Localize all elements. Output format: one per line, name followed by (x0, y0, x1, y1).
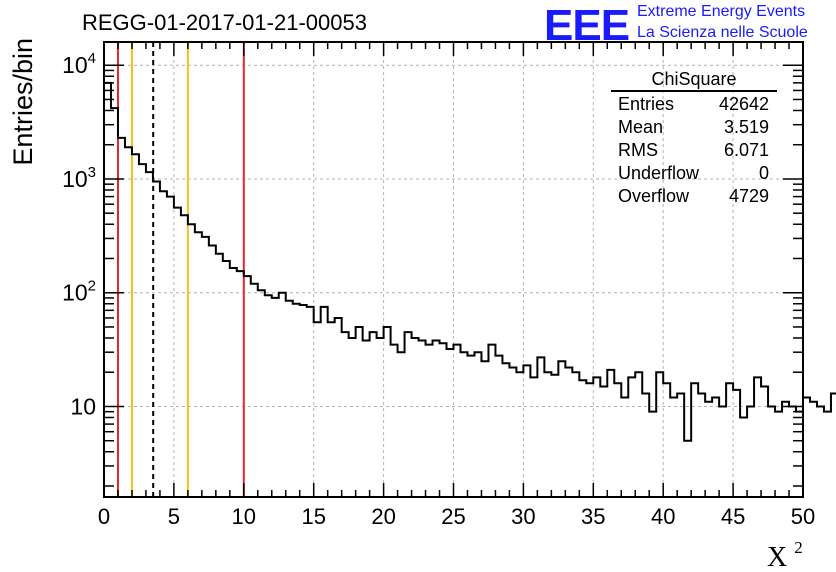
stats-value: 3.519 (724, 117, 769, 137)
x-axis-label-sup: 2 (794, 538, 803, 557)
stats-value: 42642 (719, 94, 769, 114)
stats-label: RMS (618, 140, 658, 160)
y-tick-label-exponent: 2 (88, 278, 96, 295)
x-tick-label: 35 (581, 504, 605, 529)
stats-label: Mean (618, 117, 663, 137)
x-tick-label: 50 (791, 504, 815, 529)
stats-value: 6.071 (724, 140, 769, 160)
logo-subtitle-line1: Extreme Energy Events (637, 3, 806, 20)
stats-rows: Entries 42642 Mean 3.519 RMS 6.071 Underflow 0 O… (618, 94, 769, 206)
stats-label: Overflow (618, 186, 690, 206)
y-tick-label-base: 10 (62, 52, 88, 78)
stats-box-title: ChiSquare (651, 69, 736, 89)
stats-value: 4729 (729, 186, 769, 206)
x-tick-label: 30 (511, 504, 535, 529)
y-tick-label-base: 10 (62, 166, 88, 192)
x-tick-label: 0 (98, 504, 110, 529)
y-tick-label-base: 10 (70, 393, 96, 419)
y-tick-label: 102 (62, 278, 96, 306)
x-tick-label: 40 (651, 504, 675, 529)
y-tick-label-base: 10 (62, 280, 88, 306)
x-axis-label: X 2 (767, 538, 803, 572)
y-tick-label-exponent: 4 (88, 50, 96, 67)
x-tick-label: 15 (301, 504, 325, 529)
x-tick-labels: 0 5 10 15 20 25 30 35 40 45 50 (98, 504, 815, 529)
x-tick-label: 25 (441, 504, 465, 529)
reference-lines (116, 42, 245, 497)
stats-label: Underflow (618, 163, 700, 183)
logo-subtitle-line2: La Scienza nelle Scuole (637, 24, 808, 41)
y-tick-label-exponent: 3 (88, 164, 96, 181)
x-tick-label: 5 (168, 504, 180, 529)
x-axis-label-main: X (767, 542, 787, 572)
grid (104, 42, 803, 497)
chart-title: REGG-01-2017-01-21-00053 (82, 10, 367, 35)
stats-box: ChiSquare Entries 42642 Mean 3.519 RMS 6.071 U… (611, 69, 777, 206)
stats-label: Entries (618, 94, 674, 114)
stats-value: 0 (759, 163, 769, 183)
y-axis-label: Entries/bin (8, 38, 38, 166)
x-tick-label: 45 (721, 504, 745, 529)
axis-ticks (103, 42, 804, 497)
y-tick-label: 104 (62, 50, 96, 78)
histogram-series (104, 81, 836, 442)
y-tick-label: 10 (70, 393, 96, 419)
y-tick-label: 103 (62, 164, 96, 192)
x-tick-label: 10 (232, 504, 256, 529)
x-tick-label: 20 (371, 504, 395, 529)
